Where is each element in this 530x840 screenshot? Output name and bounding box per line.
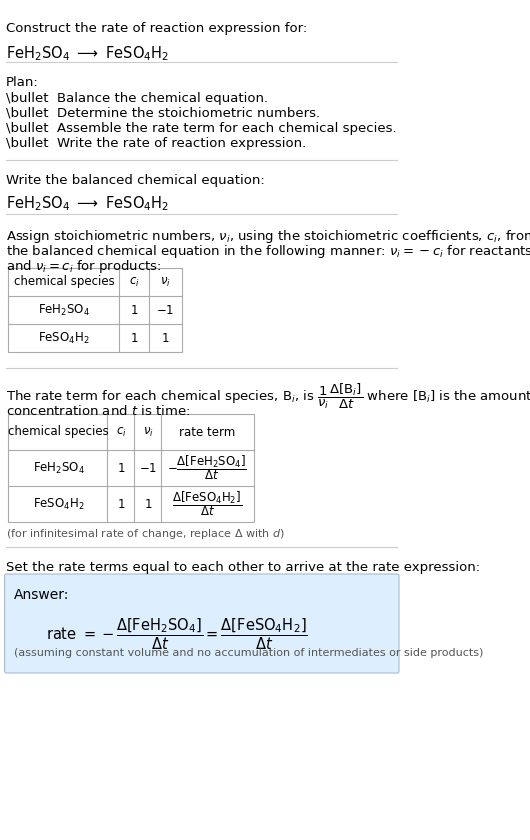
Text: $c_i$: $c_i$ xyxy=(116,425,127,438)
Text: 1: 1 xyxy=(162,332,169,344)
Text: 1: 1 xyxy=(118,461,125,475)
Text: and $\nu_i = c_i$ for products:: and $\nu_i = c_i$ for products: xyxy=(6,258,162,275)
Text: \bullet  Assemble the rate term for each chemical species.: \bullet Assemble the rate term for each … xyxy=(6,122,397,135)
Text: \bullet  Write the rate of reaction expression.: \bullet Write the rate of reaction expre… xyxy=(6,137,306,150)
Text: 1: 1 xyxy=(118,497,125,511)
Text: (assuming constant volume and no accumulation of intermediates or side products): (assuming constant volume and no accumul… xyxy=(14,648,483,658)
Text: Construct the rate of reaction expression for:: Construct the rate of reaction expressio… xyxy=(6,22,307,35)
Text: rate $= -\dfrac{\Delta[\mathrm{FeH_2SO_4}]}{\Delta t} = \dfrac{\Delta[\mathrm{Fe: rate $= -\dfrac{\Delta[\mathrm{FeH_2SO_4… xyxy=(46,616,307,652)
Text: FeH$_2$SO$_4$: FeH$_2$SO$_4$ xyxy=(38,302,91,318)
Text: chemical species: chemical species xyxy=(8,426,109,438)
Text: $-\dfrac{\Delta[\mathrm{FeH_2SO_4}]}{\Delta t}$: $-\dfrac{\Delta[\mathrm{FeH_2SO_4}]}{\De… xyxy=(167,454,247,482)
Text: 1: 1 xyxy=(144,497,152,511)
Text: chemical species: chemical species xyxy=(14,276,114,288)
Text: $\dfrac{\Delta[\mathrm{FeSO_4H_2}]}{\Delta t}$: $\dfrac{\Delta[\mathrm{FeSO_4H_2}]}{\Del… xyxy=(172,490,242,518)
Text: the balanced chemical equation in the following manner: $\nu_i = -c_i$ for react: the balanced chemical equation in the fo… xyxy=(6,243,530,260)
FancyBboxPatch shape xyxy=(5,574,399,673)
Text: FeSO$_4$H$_2$: FeSO$_4$H$_2$ xyxy=(39,330,90,345)
Bar xyxy=(7,414,254,522)
Text: Set the rate terms equal to each other to arrive at the rate expression:: Set the rate terms equal to each other t… xyxy=(6,561,480,574)
Text: $-1$: $-1$ xyxy=(156,303,174,317)
Text: $\nu_i$: $\nu_i$ xyxy=(160,276,171,289)
Text: The rate term for each chemical species, B$_i$, is $\dfrac{1}{\nu_i}\dfrac{\Delt: The rate term for each chemical species,… xyxy=(6,382,530,412)
Text: \bullet  Determine the stoichiometric numbers.: \bullet Determine the stoichiometric num… xyxy=(6,107,320,120)
Text: Plan:: Plan: xyxy=(6,76,39,89)
Text: FeH$_2$SO$_4$ $\longrightarrow$ FeSO$_4$H$_2$: FeH$_2$SO$_4$ $\longrightarrow$ FeSO$_4$… xyxy=(6,44,170,63)
Text: Answer:: Answer: xyxy=(14,588,69,602)
Text: FeH$_2$SO$_4$: FeH$_2$SO$_4$ xyxy=(32,460,85,475)
Text: $\nu_i$: $\nu_i$ xyxy=(143,425,154,438)
Text: 1: 1 xyxy=(131,303,138,317)
Text: FeSO$_4$H$_2$: FeSO$_4$H$_2$ xyxy=(33,496,84,512)
Text: (for infinitesimal rate of change, replace $\Delta$ with $d$): (for infinitesimal rate of change, repla… xyxy=(6,527,285,541)
Text: $c_i$: $c_i$ xyxy=(129,276,140,289)
Text: concentration and $t$ is time:: concentration and $t$ is time: xyxy=(6,404,190,418)
Text: Assign stoichiometric numbers, $\nu_i$, using the stoichiometric coefficients, $: Assign stoichiometric numbers, $\nu_i$, … xyxy=(6,228,530,245)
Text: rate term: rate term xyxy=(179,426,235,438)
Text: FeH$_2$SO$_4$ $\longrightarrow$ FeSO$_4$H$_2$: FeH$_2$SO$_4$ $\longrightarrow$ FeSO$_4$… xyxy=(6,194,170,213)
Text: Write the balanced chemical equation:: Write the balanced chemical equation: xyxy=(6,174,265,187)
Text: $-1$: $-1$ xyxy=(139,461,157,475)
Bar xyxy=(7,268,182,352)
Text: \bullet  Balance the chemical equation.: \bullet Balance the chemical equation. xyxy=(6,92,268,105)
Text: 1: 1 xyxy=(131,332,138,344)
